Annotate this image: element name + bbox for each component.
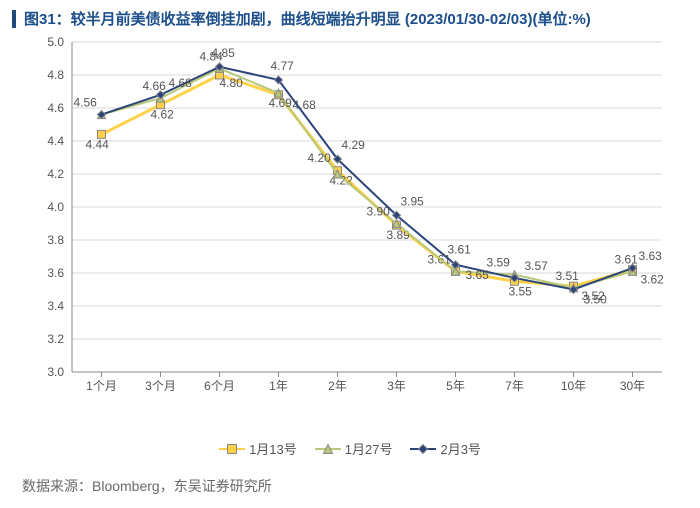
svg-text:3.0: 3.0 <box>47 365 64 379</box>
svg-text:4.8: 4.8 <box>47 68 64 82</box>
svg-text:1个月: 1个月 <box>86 379 117 393</box>
legend-item: 1月27号 <box>315 439 393 458</box>
svg-text:4.29: 4.29 <box>342 138 366 152</box>
svg-text:3年: 3年 <box>387 379 406 393</box>
svg-text:4.56: 4.56 <box>74 96 98 110</box>
svg-text:4.62: 4.62 <box>151 108 175 122</box>
svg-text:4.44: 4.44 <box>86 137 110 151</box>
svg-text:4.80: 4.80 <box>220 76 244 90</box>
legend-label: 2月3号 <box>440 439 480 458</box>
svg-text:3.65: 3.65 <box>466 268 490 282</box>
svg-text:3.6: 3.6 <box>47 266 64 280</box>
svg-text:5年: 5年 <box>446 379 465 393</box>
chart-title: 图31：较半月前美债收益率倒挂加剧，曲线短端抬升明显 (2023/01/30-0… <box>24 8 591 29</box>
source-text: 数据来源：Bloomberg，东吴证券研究所 <box>22 476 272 496</box>
svg-text:4.68: 4.68 <box>169 76 193 90</box>
chart-legend: 1月13号 1月27号 2月3号 <box>0 439 700 458</box>
svg-text:3.50: 3.50 <box>584 293 608 307</box>
svg-text:4.69: 4.69 <box>269 96 293 110</box>
chart-title-bar: 图31：较半月前美债收益率倒挂加剧，曲线短端抬升明显 (2023/01/30-0… <box>0 0 700 31</box>
svg-text:3.57: 3.57 <box>525 259 549 273</box>
title-pipe <box>12 10 16 28</box>
svg-text:10年: 10年 <box>561 379 586 393</box>
svg-text:3.61: 3.61 <box>615 252 639 266</box>
svg-text:4.77: 4.77 <box>271 59 295 73</box>
legend-item: 1月13号 <box>219 439 297 458</box>
svg-text:4.2: 4.2 <box>47 167 64 181</box>
svg-text:4.85: 4.85 <box>212 46 236 60</box>
svg-text:7年: 7年 <box>505 379 524 393</box>
svg-text:3.61: 3.61 <box>448 242 472 256</box>
svg-text:3.8: 3.8 <box>47 233 64 247</box>
svg-text:30年: 30年 <box>620 379 645 393</box>
svg-text:3个月: 3个月 <box>145 379 176 393</box>
svg-text:6个月: 6个月 <box>204 379 235 393</box>
yield-curve-chart: 3.0 3.2 3.4 3.6 3.8 4.0 4.2 4.4 4.6 4.8 5.0 1个月 3个月 6… <box>14 34 686 442</box>
legend-label: 1月13号 <box>249 439 297 458</box>
svg-text:3.89: 3.89 <box>387 228 411 242</box>
svg-text:2年: 2年 <box>328 379 347 393</box>
svg-text:4.6: 4.6 <box>47 101 64 115</box>
svg-text:4.22: 4.22 <box>330 174 354 188</box>
legend-label: 1月27号 <box>345 439 393 458</box>
svg-text:3.2: 3.2 <box>47 332 64 346</box>
svg-text:3.95: 3.95 <box>401 194 425 208</box>
svg-text:3.55: 3.55 <box>509 284 533 298</box>
svg-text:4.66: 4.66 <box>143 79 167 93</box>
svg-text:4.0: 4.0 <box>47 200 64 214</box>
legend-item: 2月3号 <box>410 439 480 458</box>
svg-text:3.63: 3.63 <box>639 249 663 263</box>
svg-text:3.51: 3.51 <box>556 269 580 283</box>
svg-text:3.62: 3.62 <box>641 273 665 287</box>
svg-text:4.20: 4.20 <box>308 151 332 165</box>
svg-text:1年: 1年 <box>269 379 288 393</box>
svg-text:5.0: 5.0 <box>47 35 64 49</box>
svg-text:3.59: 3.59 <box>487 256 511 270</box>
svg-text:3.4: 3.4 <box>47 299 64 313</box>
svg-text:4.4: 4.4 <box>47 134 64 148</box>
